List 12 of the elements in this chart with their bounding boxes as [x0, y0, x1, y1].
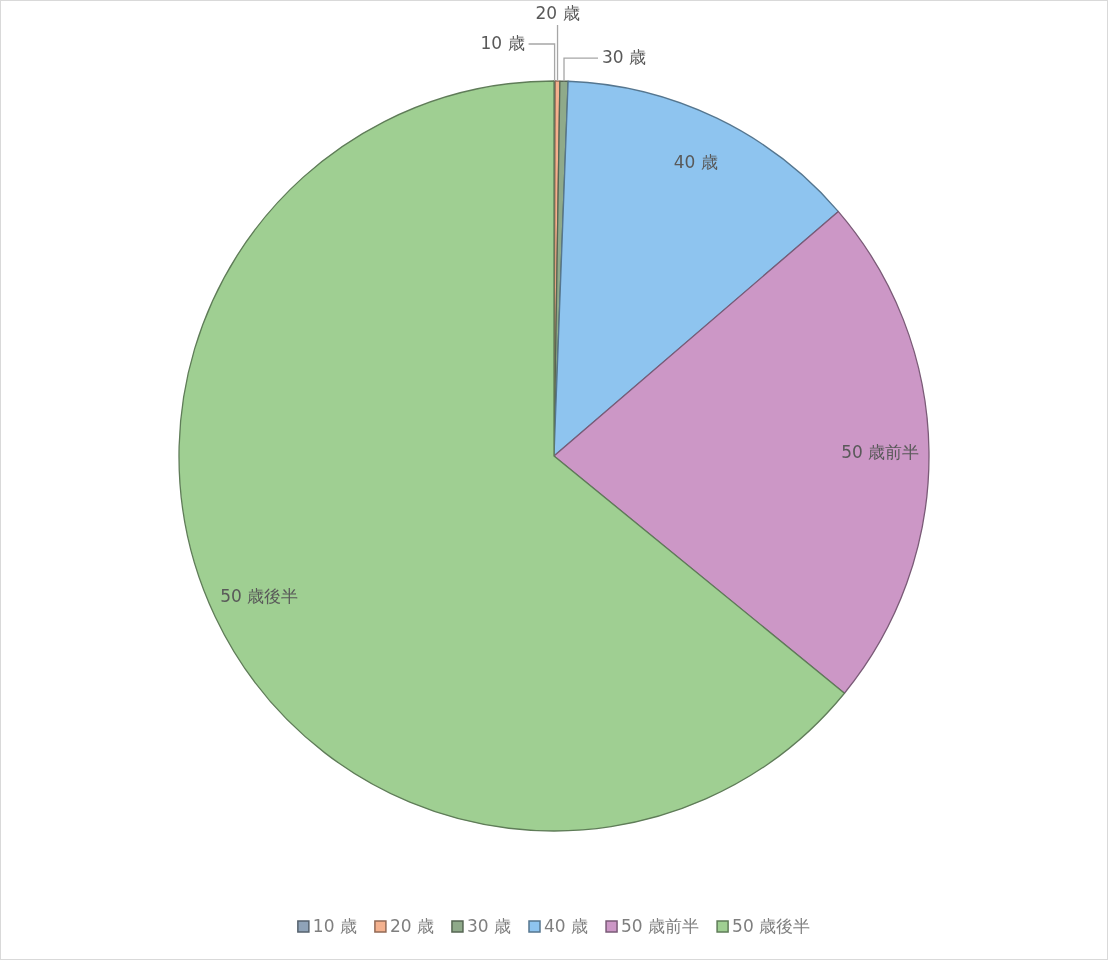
- legend-label: 40 歳: [544, 916, 589, 936]
- legend-label: 30 歳: [466, 916, 511, 936]
- slice-label: 50 歳後半: [220, 585, 299, 606]
- legend-label: 10 歳: [312, 916, 357, 936]
- legend-label: 50 歳後半: [732, 916, 811, 936]
- slice-label: 10 歳: [480, 33, 525, 53]
- legend-label: 20 歳: [389, 916, 434, 936]
- legend-label: 50 歳前半: [621, 916, 700, 936]
- slice-label: 40 歳: [673, 152, 718, 173]
- slice-label: 20 歳: [535, 3, 580, 24]
- slice-label: 50 歳前半: [841, 441, 920, 462]
- slice-label: 30 歳: [602, 47, 647, 68]
